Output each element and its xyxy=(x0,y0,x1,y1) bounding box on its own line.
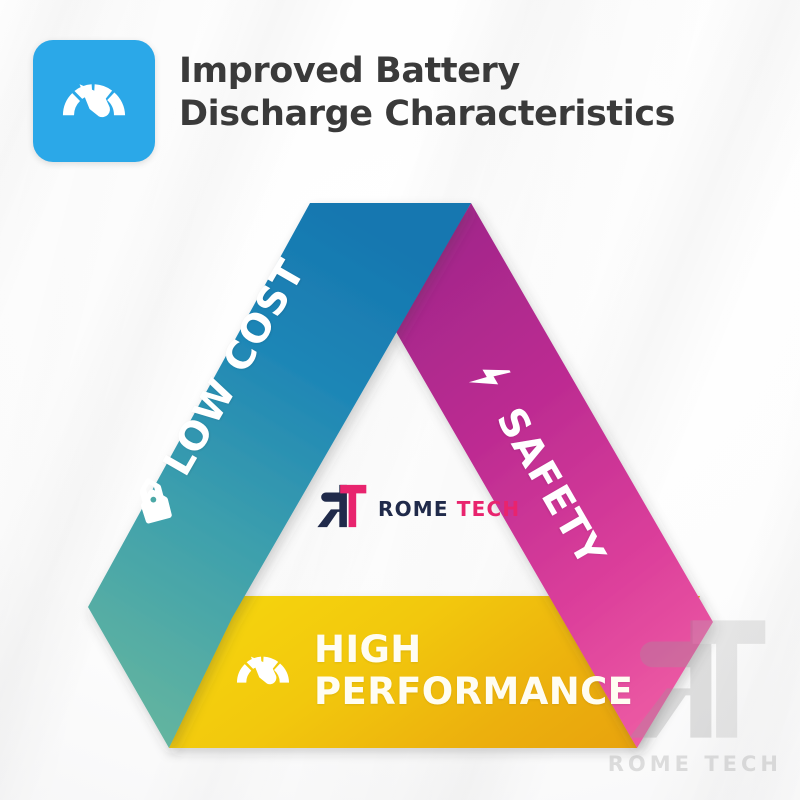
logo-wordmark: ROME TECH xyxy=(378,497,520,521)
band-low-cost xyxy=(88,203,471,748)
page-title-line-2: Discharge Characteristics xyxy=(179,94,676,135)
band-safety xyxy=(395,203,713,748)
center-logo: ROME TECH xyxy=(314,483,520,534)
gauge-speedometer-icon xyxy=(57,62,131,141)
header-icon-tile xyxy=(33,40,155,162)
page-title-line-1: Improved Battery xyxy=(179,51,520,91)
header-text: Improved Battery Discharge Characteristi… xyxy=(179,40,676,136)
rt-monogram-icon xyxy=(314,483,368,534)
logo-word-rome: ROME xyxy=(378,496,449,521)
header: Improved Battery Discharge Characteristi… xyxy=(33,40,676,162)
band-high-performance xyxy=(169,596,700,748)
logo-word-tech: TECH xyxy=(456,496,521,521)
